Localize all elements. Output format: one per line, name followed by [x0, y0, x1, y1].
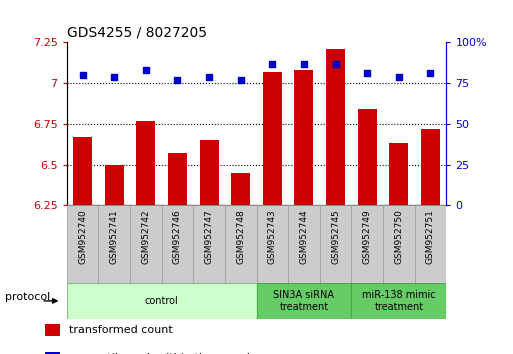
Bar — [320, 205, 351, 283]
Bar — [421, 129, 440, 205]
Bar — [256, 205, 288, 283]
Bar — [67, 283, 256, 319]
Bar — [67, 205, 98, 283]
Bar — [162, 205, 193, 283]
Text: miR-138 mimic
treatment: miR-138 mimic treatment — [362, 290, 436, 312]
Text: control: control — [145, 296, 179, 306]
Point — [236, 77, 245, 83]
Bar — [200, 140, 219, 205]
Text: GSM952750: GSM952750 — [394, 209, 403, 264]
Bar — [73, 137, 92, 205]
Point — [110, 74, 118, 80]
Text: GSM952751: GSM952751 — [426, 209, 435, 264]
Bar — [98, 205, 130, 283]
Bar — [256, 283, 351, 319]
Text: GDS4255 / 8027205: GDS4255 / 8027205 — [67, 26, 207, 40]
Point — [300, 61, 308, 67]
Bar — [225, 205, 256, 283]
Bar — [136, 121, 155, 205]
Bar — [326, 49, 345, 205]
Text: protocol: protocol — [5, 292, 51, 302]
Text: percentile rank within the sample: percentile rank within the sample — [69, 353, 257, 354]
Point — [363, 70, 371, 76]
Bar — [193, 205, 225, 283]
Text: GSM952745: GSM952745 — [331, 209, 340, 264]
Bar — [105, 165, 124, 205]
Text: GSM952748: GSM952748 — [236, 209, 245, 264]
Point — [268, 61, 277, 67]
Bar — [351, 283, 446, 319]
Bar — [294, 70, 313, 205]
Bar — [45, 352, 61, 354]
Point — [205, 74, 213, 80]
Text: GSM952742: GSM952742 — [141, 209, 150, 264]
Text: GSM952747: GSM952747 — [205, 209, 213, 264]
Text: GSM952744: GSM952744 — [300, 209, 308, 264]
Bar — [168, 153, 187, 205]
Bar — [351, 205, 383, 283]
Point — [173, 77, 182, 83]
Bar — [231, 173, 250, 205]
Text: transformed count: transformed count — [69, 325, 173, 335]
Text: GSM952740: GSM952740 — [78, 209, 87, 264]
Bar — [130, 205, 162, 283]
Text: GSM952746: GSM952746 — [173, 209, 182, 264]
Bar — [389, 143, 408, 205]
Bar — [358, 109, 377, 205]
Text: SIN3A siRNA
treatment: SIN3A siRNA treatment — [273, 290, 334, 312]
Bar — [263, 72, 282, 205]
Bar — [45, 324, 61, 336]
Bar — [415, 205, 446, 283]
Point — [142, 67, 150, 73]
Bar — [288, 205, 320, 283]
Text: GSM952743: GSM952743 — [268, 209, 277, 264]
Text: GSM952749: GSM952749 — [363, 209, 372, 264]
Text: GSM952741: GSM952741 — [110, 209, 119, 264]
Point — [331, 61, 340, 67]
Point — [394, 74, 403, 80]
Bar — [383, 205, 415, 283]
Point — [426, 70, 435, 76]
Point — [78, 72, 87, 78]
